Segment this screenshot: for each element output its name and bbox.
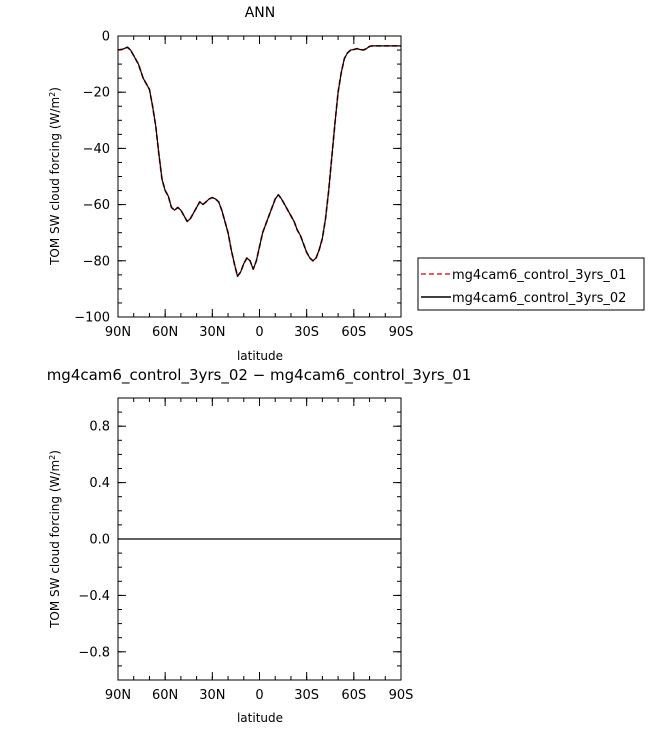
bottom-x-tick-label: 60N [152,688,178,703]
top-x-axis-label: latitude [237,349,283,363]
bottom-y-tick-label: 0.0 [89,533,110,548]
bottom-x-tick-label: 90N [105,688,131,703]
top-chart-title: ANN [245,5,276,21]
top-axis-ticks [117,35,402,318]
top-series-line-1 [117,44,401,278]
top-x-tick-label: 30N [199,325,225,340]
top-x-tick-label: 90S [389,325,414,340]
top-x-tick-label: 0 [255,325,263,340]
top-plot-frame [117,35,402,318]
top-y-tick-label: −40 [83,142,110,157]
bottom-x-tick-label: 90S [389,688,414,703]
top-y-tick-label: −100 [74,311,110,326]
legend-label-series-1: mg4cam6_control_3yrs_01 [452,268,626,283]
bottom-y-tick-label: −0.4 [78,589,110,604]
top-y-tick-label: −80 [83,254,110,269]
bottom-y-tick-label: −0.8 [78,645,110,660]
top-x-tick-label: 30S [294,325,319,340]
bottom-y-tick-label: 0.8 [89,420,110,435]
bottom-x-tick-label: 30S [294,688,319,703]
top-panel: ANN 0−20−40−60−80−100 90N 60N 30N 0 30S 60S 90… [48,5,645,363]
bottom-x-tick-label: 0 [255,688,263,703]
top-x-tick-label: 60N [152,325,178,340]
bottom-x-tick-label: 60S [341,688,366,703]
legend-label-series-2: mg4cam6_control_3yrs_02 [452,291,626,306]
legend: mg4cam6_control_3yrs_01 mg4cam6_control_… [417,257,645,311]
top-y-tick-label: −60 [83,198,110,213]
top-y-tick-label: 0 [102,30,110,45]
bottom-y-tick-label: 0.4 [89,476,110,491]
bottom-x-axis-label: latitude [237,711,283,725]
top-y-tick-labels: 0 −20 −40 −60 −80 −100 [74,30,110,326]
top-series-lines [117,44,401,278]
top-y-axis-label: TOM SW cloud forcing (W/m2) [48,87,62,266]
legend-box [417,257,645,311]
top-x-tick-label: 90N [105,325,131,340]
bottom-x-tick-label: 30N [199,688,225,703]
top-x-tick-label: 60S [341,325,366,340]
top-y-tick-label: −20 [83,86,110,101]
top-x-tick-labels: 90N 60N 30N 0 30S 60S 90S [105,325,414,340]
bottom-y-axis-label: TOM SW cloud forcing (W/m2) [48,450,62,629]
top-series-line-2 [117,45,401,277]
bottom-chart-title: mg4cam6_control_3yrs_02 − mg4cam6_contro… [47,366,472,385]
bottom-panel: mg4cam6_control_3yrs_02 − mg4cam6_contro… [47,366,472,725]
bottom-plot-frame [117,397,402,681]
bottom-x-tick-labels: 90N 60N 30N 0 30S 60S 90S [105,688,414,703]
bottom-y-tick-labels: 0.8 0.4 0.0 −0.4 −0.8 [78,420,110,661]
bottom-axis-ticks [117,397,402,681]
